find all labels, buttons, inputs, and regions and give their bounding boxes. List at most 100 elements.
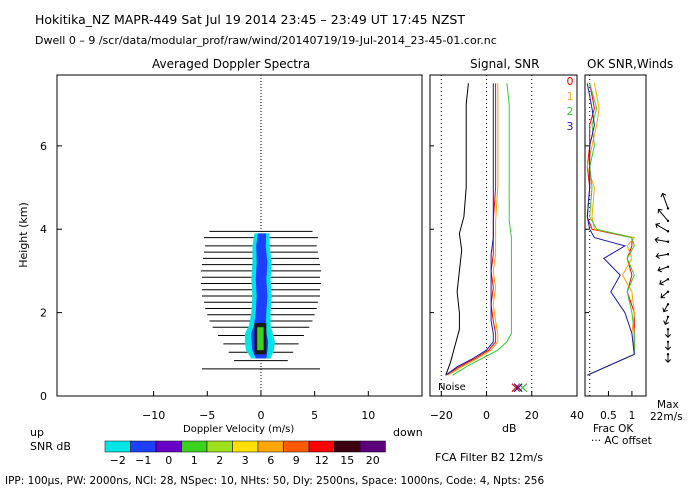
signal-x-tick-label: −20 <box>430 409 453 422</box>
signal-noise-line <box>445 83 469 376</box>
ok-series-3-line <box>586 83 635 376</box>
snr-scale-swatch <box>308 440 335 453</box>
snr-scale-swatch <box>155 440 182 453</box>
wind-barb-head <box>662 307 668 313</box>
wind-barb-head <box>660 192 667 198</box>
ok-legend-3: 3 <box>567 120 574 133</box>
wind-barb-shaft <box>663 304 669 312</box>
wind-barb-head <box>664 359 672 364</box>
wind-barb-head <box>657 208 663 214</box>
noise-marker-0 <box>511 383 521 393</box>
wind-barb-shaft <box>660 291 669 298</box>
snr-legend-label: SNR dB <box>30 440 71 453</box>
up-label: up <box>30 426 44 439</box>
wind-barb-head <box>659 280 664 286</box>
wind-barb-head <box>663 320 670 325</box>
snr-scale-tick-label: −1 <box>135 454 151 467</box>
wind-barb-shaft <box>657 209 669 222</box>
noise-label: Noise <box>438 382 466 393</box>
wind-barb-head <box>655 223 660 229</box>
signal-x-axis-label: dB <box>502 422 517 435</box>
spectra-x-tick-label: 10 <box>361 409 375 422</box>
header-title: Hokitika_NZ MAPR-449 Sat Jul 19 2014 23:… <box>35 12 465 27</box>
snr-scale-tick-label: 20 <box>366 454 380 467</box>
spectra-y-axis-label: Height (km) <box>17 202 30 268</box>
snr-scale-swatch <box>181 440 208 453</box>
max-label: Max <box>657 399 679 411</box>
ok-frame <box>584 74 647 397</box>
snr-scale-tick-label: 0 <box>165 454 172 467</box>
spectra-x-tick-label: 0 <box>257 409 264 422</box>
snr-scale-swatch <box>257 440 284 453</box>
snr-scale-swatch <box>334 440 361 453</box>
ok-legend-0: 0 <box>567 75 574 88</box>
ok-x-tick-label: 1 <box>629 410 636 422</box>
signal-series-3-line <box>445 83 494 376</box>
snr-scale-tick-label: −2 <box>110 454 126 467</box>
signal-x-tick-label: 40 <box>570 409 584 422</box>
ok-legend-1: 1 <box>567 90 574 103</box>
snr-scale-swatch <box>104 440 131 453</box>
spectra-y-tick-label: 0 <box>40 390 47 403</box>
spectra-y-tick-label: 4 <box>40 223 47 236</box>
ac-offset-label: ··· AC offset <box>591 435 652 447</box>
fca-filter-text: FCA Filter B2 12m/s <box>435 451 543 464</box>
wind-barb-shaft <box>655 223 669 232</box>
signal-series-1-line <box>447 83 499 376</box>
frac-ok-label: Frac OK <box>593 423 634 435</box>
spectra-y-tick-label: 6 <box>40 140 47 153</box>
wind-barb-shaft <box>662 193 669 209</box>
signal-snr-title: Signal, SNR <box>470 57 540 71</box>
wind-barb-shaft <box>659 278 669 285</box>
wind-barb-head <box>655 252 660 259</box>
wind-barb-dot <box>666 353 670 356</box>
spectra-signal-peak <box>257 327 264 351</box>
snr-scale-tick-label: 15 <box>340 454 354 467</box>
spectra-x-tick-label: −5 <box>199 409 215 422</box>
noise-marker-3 <box>513 383 523 393</box>
snr-scale-swatch <box>359 440 386 453</box>
wind-barb-head <box>664 346 672 351</box>
spectra-x-axis-label: Doppler Velocity (m/s) <box>183 424 295 435</box>
signal-frame <box>429 74 578 397</box>
wind-barb-shaft <box>657 266 669 271</box>
spectra-frame <box>56 74 423 397</box>
spectra-x-tick-label: −10 <box>142 409 165 422</box>
snr-scale-tick-label: 12 <box>315 454 329 467</box>
snr-scale-tick-label: 1 <box>191 454 198 467</box>
ok-series-2-line <box>587 83 635 376</box>
wind-barb-head <box>657 266 662 273</box>
snr-scale-tick-label: 6 <box>267 454 274 467</box>
snr-scale-swatch <box>232 440 259 453</box>
snr-scale-swatch <box>283 440 310 453</box>
wind-barb-shaft <box>664 316 669 325</box>
max-value: 22m/s <box>650 411 683 423</box>
snr-scale-tick-label: 3 <box>242 454 249 467</box>
signal-series-2-line <box>452 83 512 376</box>
down-label: down <box>393 426 423 439</box>
signal-x-tick-label: 20 <box>525 409 539 422</box>
ok-legend-2: 2 <box>567 105 574 118</box>
snr-scale-swatch <box>130 440 157 453</box>
header-file-path: Dwell 0 – 9 /scr/data/modular_prof/raw/w… <box>35 34 497 47</box>
wind-barb-shaft <box>656 253 669 257</box>
noise-marker-2 <box>518 383 528 393</box>
signal-series-0-line <box>445 83 497 376</box>
acquisition-parameters: IPP: 100μs, PW: 2000ns, NCI: 28, NSpec: … <box>5 475 545 487</box>
ok-x-tick-label: 0.5 <box>600 410 617 422</box>
snr-scale-tick-label: 9 <box>293 454 300 467</box>
ok-snr-winds-title: OK SNR,Winds <box>587 57 674 71</box>
spectra-title: Averaged Doppler Spectra <box>152 57 311 71</box>
snr-scale-swatch <box>206 440 233 453</box>
wind-barb-head <box>654 236 659 243</box>
spectra-x-tick-label: 5 <box>311 409 318 422</box>
wind-barb-shaft <box>655 239 669 243</box>
spectra-y-tick-label: 2 <box>40 307 47 320</box>
wind-barb-head <box>664 333 672 339</box>
wind-barb-dot <box>666 340 670 344</box>
signal-x-tick-label: 0 <box>483 409 490 422</box>
wind-barb-head <box>660 293 666 299</box>
snr-scale-tick-label: 2 <box>216 454 223 467</box>
